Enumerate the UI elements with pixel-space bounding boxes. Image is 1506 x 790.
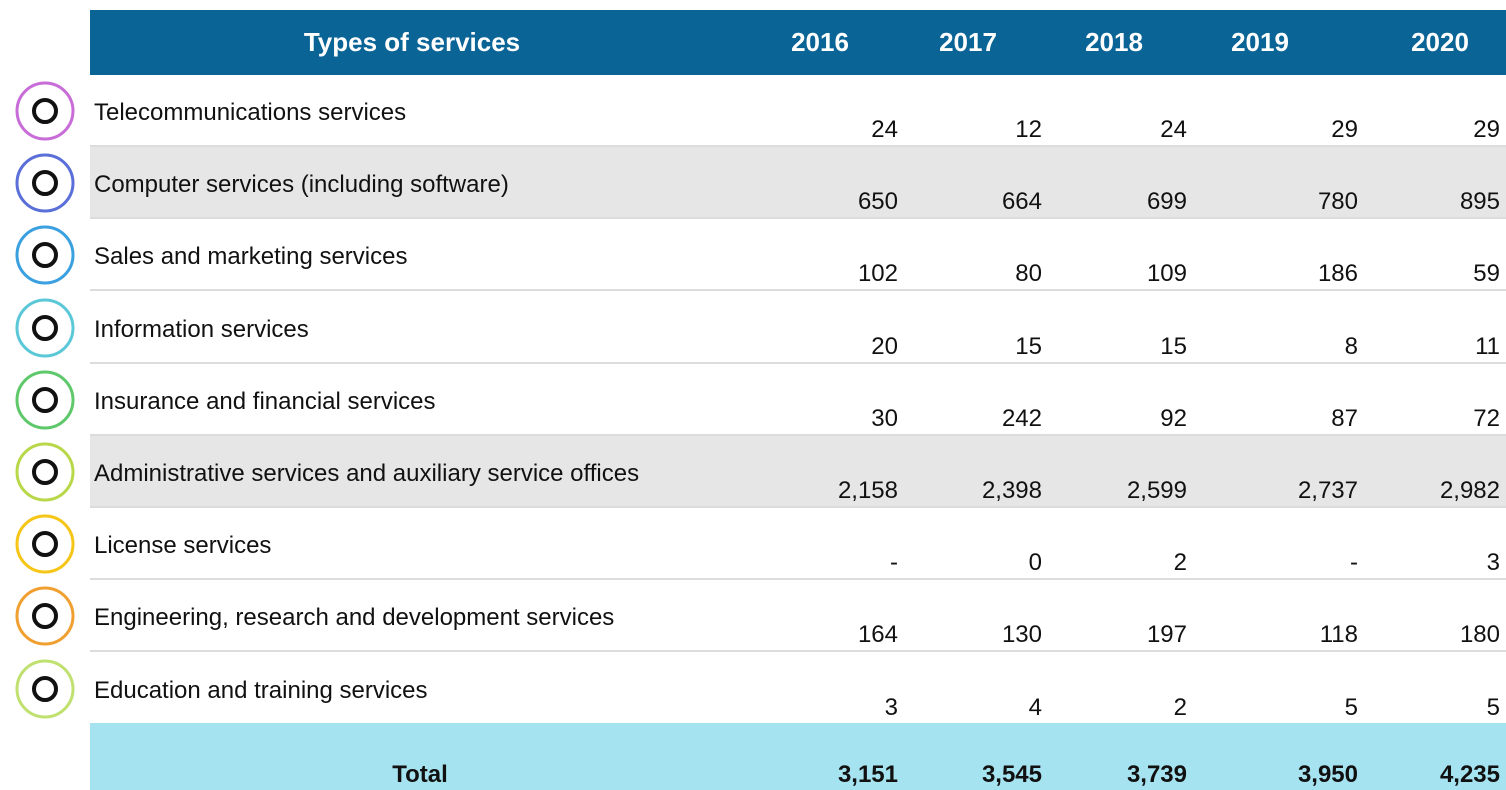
header-cell: Types of services (303, 27, 521, 57)
cell-value: 242 (1001, 404, 1042, 432)
cell-value: 2,158 (837, 477, 898, 504)
cell-value: 24 (1160, 116, 1187, 143)
service-icon (15, 370, 75, 430)
total-value: 4,235 (1439, 761, 1500, 788)
cell-value: 2,599 (1126, 477, 1187, 504)
service-label: Engineering, research and development se… (94, 604, 615, 632)
cell-value: 2 (1173, 693, 1187, 721)
header-bar (90, 10, 1506, 75)
cell-value: 3 (1486, 549, 1500, 577)
cell-value: 4 (1028, 693, 1042, 721)
cell-value: 24 (871, 116, 898, 143)
cell-value: 699 (1146, 188, 1187, 216)
row (90, 508, 1506, 581)
row (90, 292, 1506, 364)
service-label: Insurance and financial services (94, 387, 436, 415)
cell-value: 3 (884, 693, 898, 721)
cell-value: 197 (1146, 621, 1187, 649)
cell-value: 118 (1319, 621, 1358, 649)
cell-value: 15 (1160, 332, 1187, 360)
cell-value: 664 (1001, 188, 1042, 216)
cell-value: 80 (1015, 260, 1042, 288)
cell-value: 29 (1331, 116, 1358, 143)
row (90, 580, 1506, 653)
cell-value: 186 (1317, 260, 1358, 288)
row (90, 436, 1506, 508)
cell-value: 15 (1015, 332, 1042, 360)
header-cell: 2017 (939, 27, 997, 57)
service-icon (15, 298, 75, 358)
service-icon (15, 659, 75, 719)
cell-value: 12 (1015, 116, 1042, 143)
cell-value: 20 (871, 332, 898, 360)
service-label: License services (94, 532, 272, 560)
cell-value: 5 (1486, 693, 1500, 721)
cell-value: 102 (857, 260, 898, 288)
row (90, 147, 1506, 220)
service-icon (15, 81, 75, 141)
cell-value: 780 (1317, 188, 1358, 216)
cell-value: 109 (1146, 260, 1187, 288)
cell-value: 92 (1160, 404, 1187, 432)
cell-value: 164 (857, 621, 898, 649)
cell-value: 2 (1173, 549, 1187, 577)
cell-value: - (890, 549, 898, 577)
header-cell: 2018 (1085, 27, 1143, 57)
service-label: Education and training services (94, 676, 428, 704)
header-cell: 2016 (791, 27, 849, 57)
service-icon (15, 153, 75, 213)
cell-value: 895 (1459, 188, 1500, 216)
row (90, 364, 1506, 436)
cell-value: - (1350, 549, 1358, 577)
service-icon (15, 225, 75, 285)
cell-value: 0 (1028, 549, 1042, 577)
total-row (90, 723, 1506, 790)
total-label: Total (392, 761, 448, 788)
header-cell: 2019 (1231, 27, 1289, 57)
cell-value: 180 (1459, 621, 1500, 649)
row (90, 75, 1506, 147)
total-value: 3,739 (1126, 761, 1187, 788)
total-value: 3,151 (837, 761, 898, 788)
cell-value: 30 (871, 404, 898, 432)
total-value: 3,545 (981, 761, 1042, 788)
cell-value: 11 (1475, 332, 1500, 360)
cell-value: 2,398 (981, 477, 1042, 504)
cell-value: 59 (1473, 260, 1500, 288)
service-label: Computer services (including software) (94, 171, 509, 199)
cell-value: 650 (857, 188, 898, 216)
cell-value: 2,737 (1297, 477, 1358, 504)
row (90, 219, 1506, 292)
service-label: Telecommunications services (94, 99, 407, 126)
cell-value: 2,982 (1439, 477, 1500, 504)
service-label: Information services (94, 315, 309, 343)
header-cell: 2020 (1411, 27, 1469, 57)
service-icon (15, 514, 75, 574)
cell-value: 72 (1473, 404, 1500, 432)
service-icon (15, 442, 75, 502)
service-label: Sales and marketing services (94, 243, 408, 271)
service-label: Administrative services and auxiliary se… (94, 460, 640, 487)
cell-value: 29 (1473, 116, 1500, 143)
service-icon (15, 586, 75, 646)
cell-value: 5 (1344, 693, 1358, 721)
total-value: 3,950 (1297, 761, 1358, 788)
cell-value: 130 (1001, 621, 1042, 649)
cell-value: 8 (1344, 332, 1358, 360)
cell-value: 87 (1331, 404, 1358, 432)
